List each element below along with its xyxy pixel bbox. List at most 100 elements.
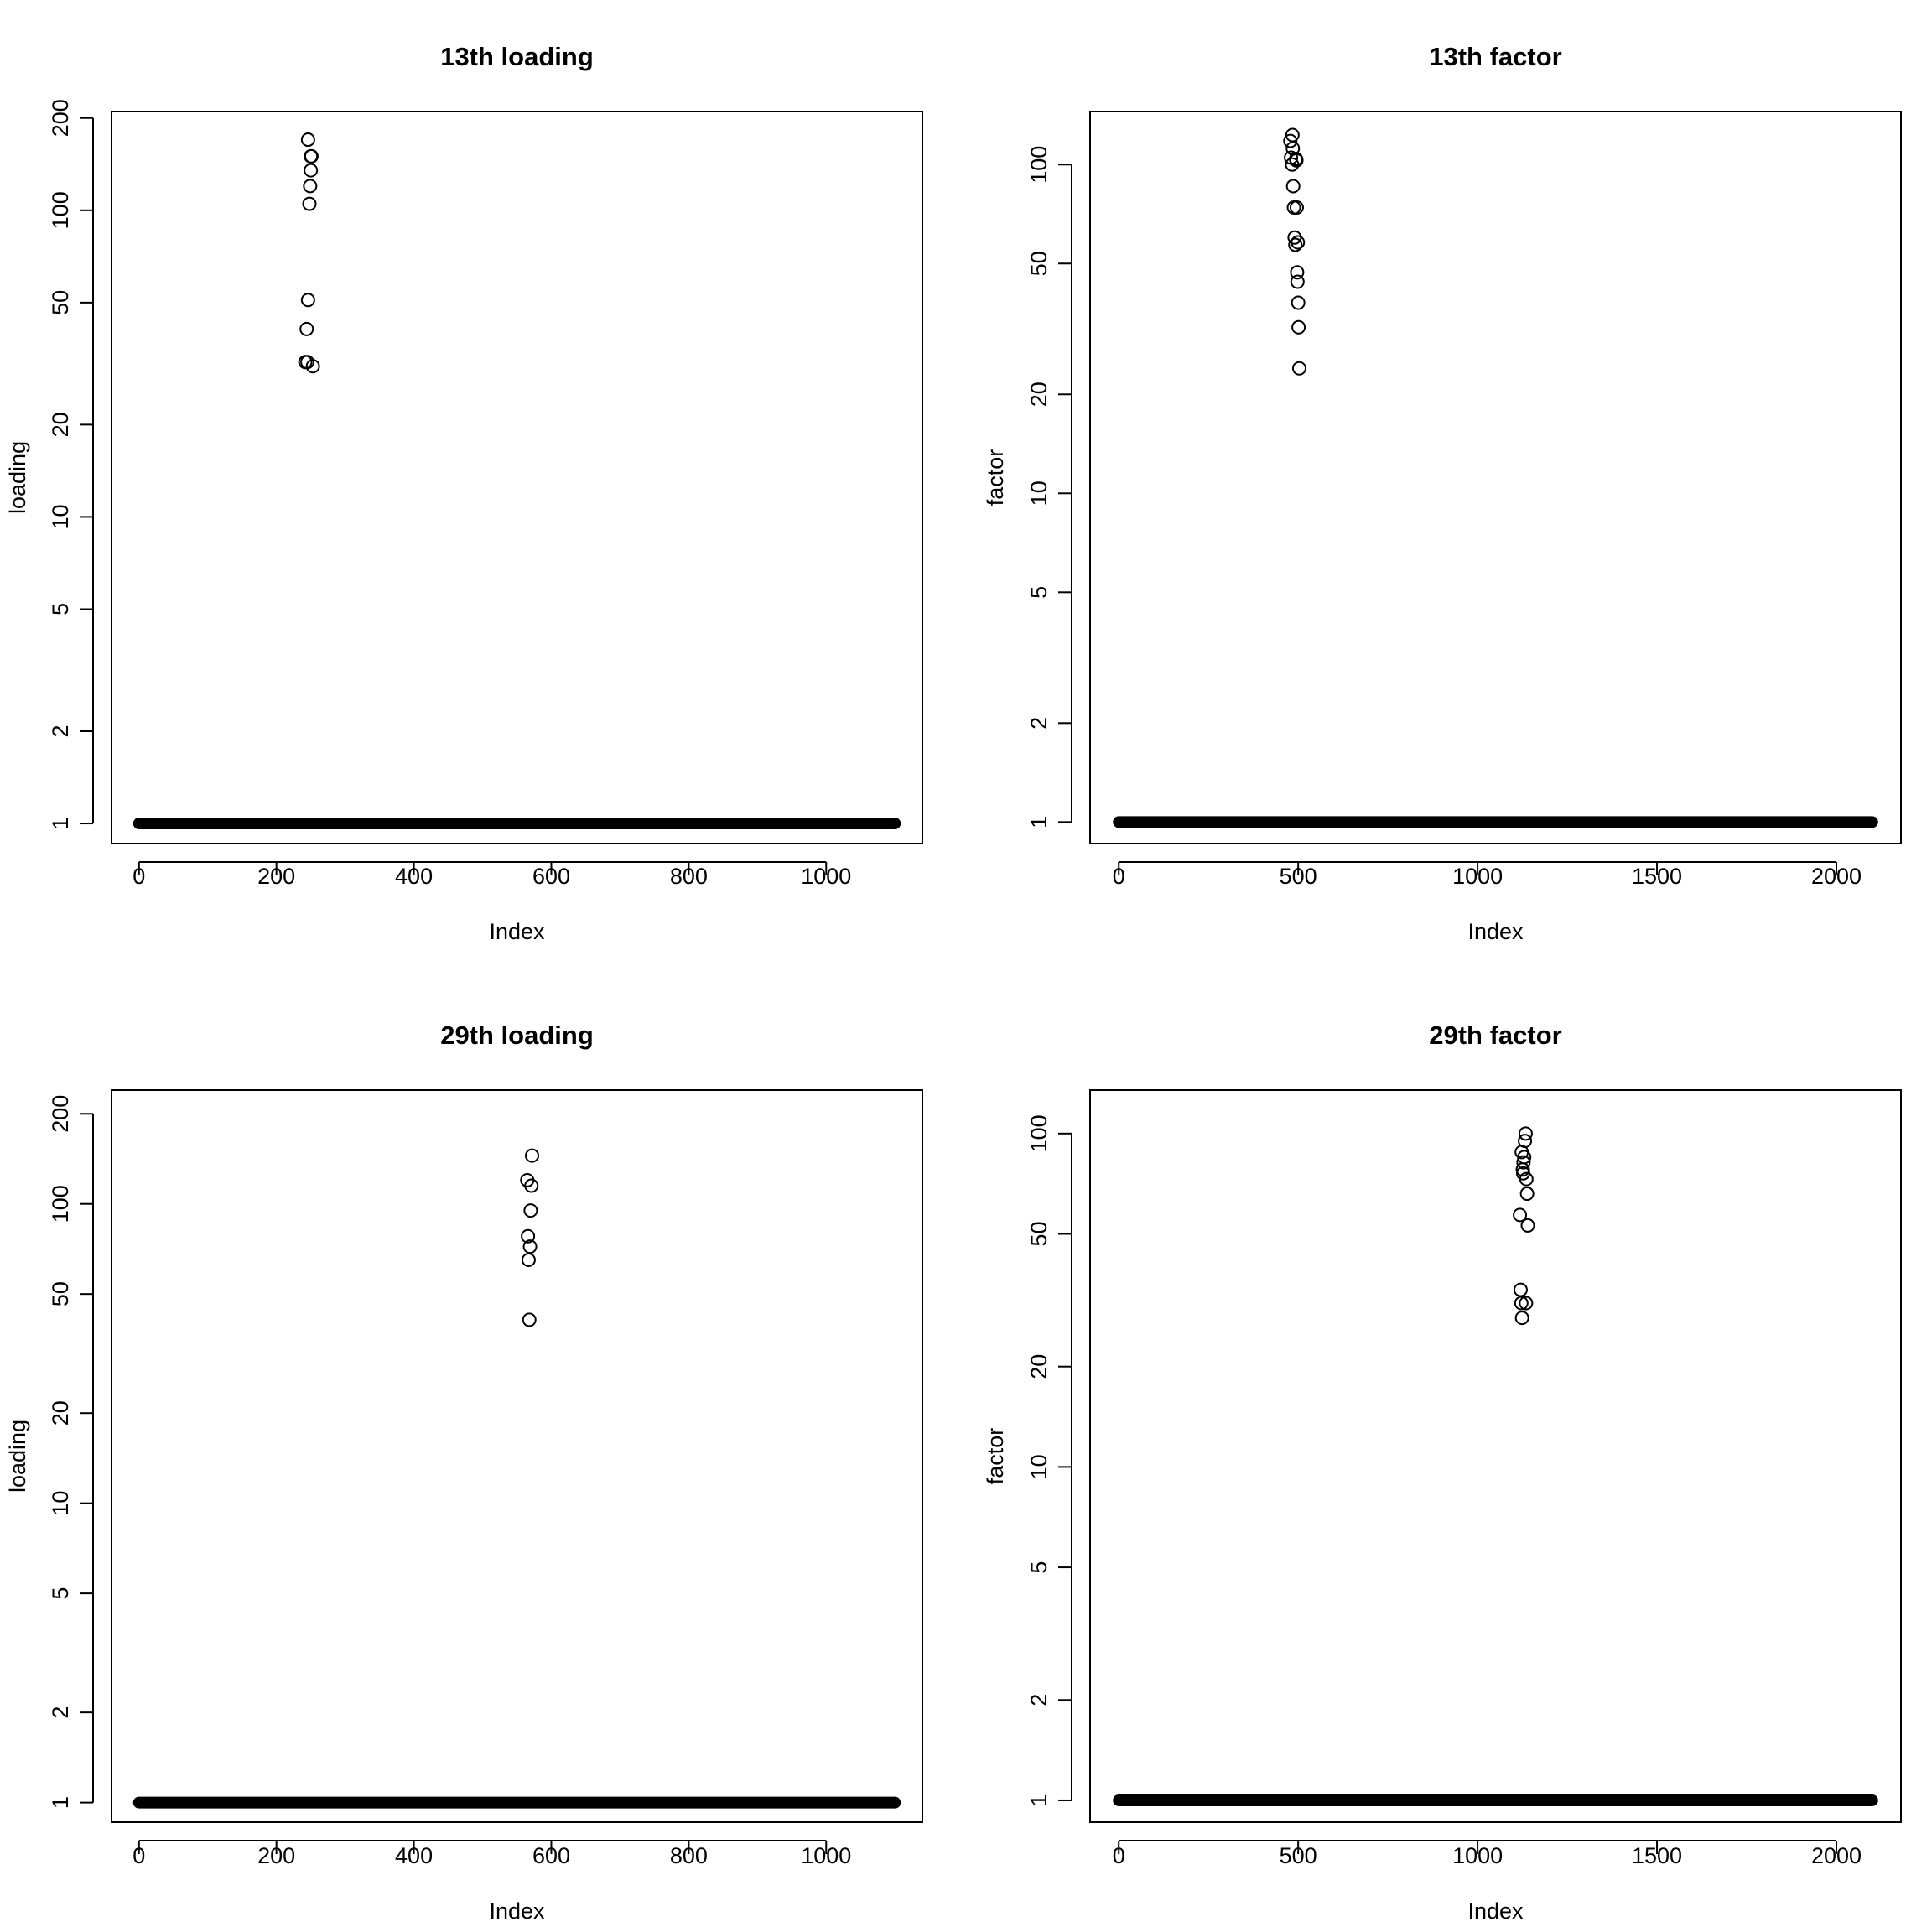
data-point (1291, 361, 1306, 376)
data-point (1290, 265, 1305, 280)
x-tick-label: 200 (257, 1843, 295, 1868)
x-axis-label: Index (1467, 919, 1524, 944)
data-point (1514, 1296, 1529, 1311)
x-tick-label: 1500 (1632, 864, 1682, 889)
data-point (1286, 200, 1301, 216)
outlier-points (520, 1148, 540, 1327)
y-tick-label: 100 (1026, 146, 1052, 184)
x-tick-label: 800 (670, 864, 708, 889)
y-tick-label: 50 (48, 290, 73, 315)
plot-frame (1089, 111, 1902, 844)
y-tick-label: 20 (48, 1400, 73, 1426)
chart-panel-4: 29th factor 0 500 1000 1500 2000 Index 1 2 5 10 20 5… (983, 1021, 1902, 1924)
data-point (1288, 237, 1303, 252)
y-tick-label: 50 (48, 1281, 73, 1306)
plot-frame (1089, 1089, 1902, 1823)
y-tick-label: 20 (48, 412, 73, 437)
data-point (524, 1178, 539, 1193)
data-point (300, 132, 315, 148)
data-point (1515, 1166, 1530, 1181)
y-tick-label: 5 (1026, 586, 1052, 599)
x-tick-label: 400 (395, 864, 433, 889)
data-point (1516, 1155, 1531, 1170)
data-point (1285, 127, 1300, 143)
x-tick-label: 1000 (1452, 864, 1503, 889)
x-tick-label: 500 (1280, 864, 1317, 889)
x-tick-label: 600 (532, 864, 570, 889)
data-point (1514, 1145, 1530, 1160)
data-point (1513, 1282, 1528, 1297)
y-tick-label: 2 (48, 1706, 73, 1719)
x-tick-label: 2000 (1811, 1843, 1862, 1868)
data-point (299, 321, 314, 336)
y-tick-label: 10 (1026, 480, 1052, 506)
data-point (302, 196, 317, 211)
y-tick-label: 1 (48, 1796, 73, 1809)
data-point (1289, 200, 1304, 216)
y-tick-label: 1 (1026, 816, 1052, 828)
x-tick-label: 800 (670, 1843, 708, 1868)
x-tick-label: 0 (1113, 1843, 1125, 1868)
chart-panel-1: 13th loading 0 200 400 600 800 1000 Index 1 2 5 10 2… (5, 42, 923, 944)
y-axis-label: factor (983, 449, 1008, 506)
baseline-points (1113, 816, 1878, 828)
data-point (1514, 1311, 1530, 1326)
y-axis-label: loading (5, 441, 30, 514)
x-tick-label: 1000 (1452, 1843, 1503, 1868)
x-tick-label: 2000 (1811, 864, 1862, 889)
chart-title: 29th loading (440, 1021, 594, 1050)
data-point (303, 179, 318, 194)
x-tick-label: 600 (532, 1843, 570, 1868)
chart-panel-2: 13th factor 0 500 1000 1500 2000 Index 1 2 5 10 20 5… (983, 42, 1902, 944)
chart-title: 29th factor (1429, 1021, 1561, 1050)
y-tick-label: 20 (1026, 1354, 1052, 1379)
y-tick-label: 2 (1026, 717, 1052, 730)
x-tick-label: 0 (1113, 864, 1125, 889)
data-point (521, 1252, 536, 1267)
x-tick-label: 0 (132, 864, 145, 889)
data-point (525, 1148, 540, 1163)
y-tick-label: 20 (1026, 382, 1052, 407)
y-tick-label: 1 (1026, 1794, 1052, 1806)
chart-title: 13th loading (440, 42, 594, 71)
data-point (1513, 1208, 1528, 1223)
data-point (523, 1203, 538, 1218)
data-point (1291, 295, 1306, 310)
y-tick-label: 50 (1026, 251, 1052, 276)
y-tick-label: 1 (48, 818, 73, 830)
x-tick-label: 0 (132, 1843, 145, 1868)
y-tick-label: 5 (48, 1587, 73, 1600)
data-point (1285, 179, 1301, 194)
x-tick-label: 1000 (801, 864, 851, 889)
outlier-points (298, 132, 320, 374)
y-tick-label: 100 (1026, 1114, 1052, 1152)
data-point (304, 148, 319, 164)
data-point (1519, 1187, 1535, 1202)
data-point (1283, 133, 1298, 148)
y-tick-label: 2 (1026, 1694, 1052, 1706)
x-axis-label: Index (489, 919, 545, 944)
chart-title: 13th factor (1429, 42, 1561, 71)
y-tick-label: 100 (48, 1185, 73, 1223)
data-point (305, 359, 320, 374)
chart-panel-3: 29th loading 0 200 400 600 800 1000 Index 1 2 5 10 2… (5, 1021, 923, 1924)
data-point (1291, 235, 1306, 250)
data-point (1520, 1218, 1535, 1233)
baseline-points (1113, 1794, 1878, 1806)
y-tick-label: 10 (1026, 1454, 1052, 1479)
x-tick-label: 400 (395, 1843, 433, 1868)
baseline-points (132, 818, 901, 830)
y-tick-label: 10 (48, 504, 73, 529)
y-tick-label: 2 (48, 724, 73, 737)
x-tick-label: 500 (1280, 1843, 1317, 1868)
data-point (1291, 319, 1306, 335)
y-tick-label: 10 (48, 1491, 73, 1516)
x-tick-label: 1000 (801, 1843, 851, 1868)
data-point (1290, 274, 1305, 289)
y-tick-label: 5 (48, 603, 73, 615)
x-axis-label: Index (1467, 1898, 1524, 1924)
plot-frame (111, 1089, 923, 1823)
outlier-points (1283, 127, 1306, 376)
baseline-points (132, 1796, 901, 1809)
